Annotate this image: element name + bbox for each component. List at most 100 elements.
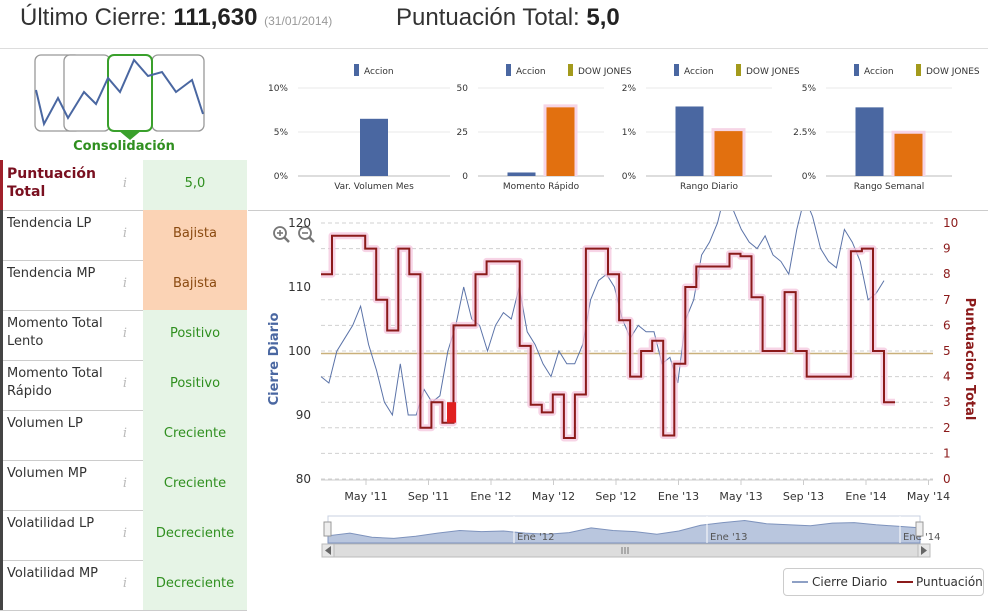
mini-y-tick: 0% [802,172,817,182]
x-tick-label: Ene '12 [470,490,511,503]
pattern-box-2[interactable] [63,54,111,132]
scroll-right-arrow-icon [921,546,927,555]
score-row-label: Volatilidad LP [0,510,118,560]
bar-accion[interactable] [675,106,704,176]
mini-y-tick: 0% [274,172,289,182]
navigator-tick-label: Ene '13 [710,532,747,543]
navigator-handle-right[interactable] [915,521,924,537]
x-tick-label: Sep '11 [408,490,449,503]
score-row-value: Positivo [143,360,247,410]
legend-item-cierre[interactable]: Cierre Diario [812,575,888,589]
zoom-out-icon[interactable] [298,226,315,243]
mini-chart-3: Accion DOW JONES 2% 1% 0% Rango Diario [622,64,800,192]
bar-accion[interactable] [855,107,884,176]
x-tick-label: May '13 [719,490,762,503]
score-row-value: Bajista [143,260,247,310]
y-right-title: Puntuacion Total [962,298,977,421]
info-icon[interactable]: i [122,426,128,441]
scrollbar-thumb[interactable] [333,543,919,558]
main-chart-legend: Cierre Diario Puntuación [783,568,984,596]
last-close: Último Cierre: 111,630 (31/01/2014) [20,4,332,32]
scroll-left-arrow-icon [325,546,331,555]
y-right-tick: 5 [943,344,951,358]
info-icon[interactable]: i [122,176,128,191]
score-row-value: Bajista [143,210,247,260]
last-close-label: Último Cierre: [20,4,167,31]
header: Último Cierre: 111,630 (31/01/2014) Punt… [0,0,988,49]
series-cierre-diario[interactable] [320,211,885,417]
last-close-value: 111,630 [173,4,258,31]
score-row-label: Volumen MP [0,460,118,510]
mini-legend-label: Accion [864,67,894,77]
score-row-label: Volumen LP [0,410,118,460]
mini-category-label: Var. Volumen Mes [334,182,414,192]
navigator-tick-label: Ene '12 [517,532,554,543]
y-left-tick: 80 [296,472,311,486]
bar-dow-jones[interactable] [546,107,575,176]
y-right-tick: 0 [943,472,951,486]
pattern-selector[interactable] [0,48,248,160]
legend-swatch-accion [506,64,511,76]
x-tick-label: Sep '13 [783,490,824,503]
bar-accion[interactable] [507,172,536,176]
zoom-in-icon[interactable] [273,226,290,243]
score-row: Tendencia MP i Bajista [0,260,247,311]
mini-y-tick: 1% [622,128,637,138]
mini-category-label: Rango Semanal [854,182,925,192]
info-icon[interactable]: i [122,326,128,341]
mini-y-tick: 2.5% [793,128,816,138]
score-row-value: Creciente [143,460,247,510]
score-row: Momento Total Lento i Positivo [0,310,247,361]
bar-dow-jones[interactable] [714,131,743,176]
y-left-tick: 110 [288,280,311,294]
y-right-tick: 8 [943,267,951,281]
y-right-tick: 2 [943,421,951,435]
mini-y-tick: 5% [802,84,817,94]
pattern-box-3-pointer [118,130,142,140]
pattern-line [35,58,204,127]
info-icon[interactable]: i [122,226,128,241]
y-left-tick: 90 [296,408,311,422]
score-row: Tendencia LP i Bajista [0,210,247,261]
navigator-handle-left[interactable] [323,521,332,537]
mini-chart-1: Accion 10% 5% 0% Var. Volumen Mes [268,64,450,192]
total-score-label: Puntuación Total: [396,4,580,31]
navigator-tick-label: Ene '14 [903,532,940,543]
legend-swatch-accion [674,64,679,76]
mini-y-tick: 2% [622,84,637,94]
y-right-tick: 1 [943,446,951,460]
score-row-label: Momento Total Rápido [0,360,118,410]
mini-y-tick: 50 [457,84,469,94]
y-right-tick: 4 [943,370,951,384]
x-tick-label: May '11 [344,490,387,503]
y-right-tick: 9 [943,242,951,256]
info-icon[interactable]: i [122,376,128,391]
bar-dow-jones[interactable] [894,133,923,176]
x-tick-label: Sep '12 [595,490,636,503]
mini-y-tick: 5% [274,128,289,138]
total-score: Puntuación Total: 5,0 [396,4,620,32]
navigator-series [327,519,921,544]
mini-legend-label: DOW JONES [746,67,800,77]
info-icon[interactable]: i [122,576,128,591]
bar-accion[interactable] [360,118,388,176]
mini-y-tick: 0% [622,172,637,182]
mini-legend-label: DOW JONES [926,67,980,77]
legend-swatch-puntuacion [897,581,913,583]
legend-swatch-dow-jones [568,64,573,76]
series-puntuacion[interactable] [321,234,895,439]
info-icon[interactable]: i [122,276,128,291]
pattern-box-3-selected[interactable] [107,54,153,132]
info-icon[interactable]: i [122,476,128,491]
x-tick-label: Ene '14 [845,490,886,503]
legend-item-puntuacion[interactable]: Puntuación [916,575,983,589]
x-tick-label: May '14 [907,490,950,503]
mini-legend-label: Accion [516,67,546,77]
mini-category-label: Rango Diario [680,182,739,192]
score-row: Puntuación Total i 5,0 [0,160,247,211]
legend-swatch-dow-jones [736,64,741,76]
y-right-tick: 7 [943,293,951,307]
mini-legend-label: DOW JONES [578,67,632,77]
info-icon[interactable]: i [122,526,128,541]
